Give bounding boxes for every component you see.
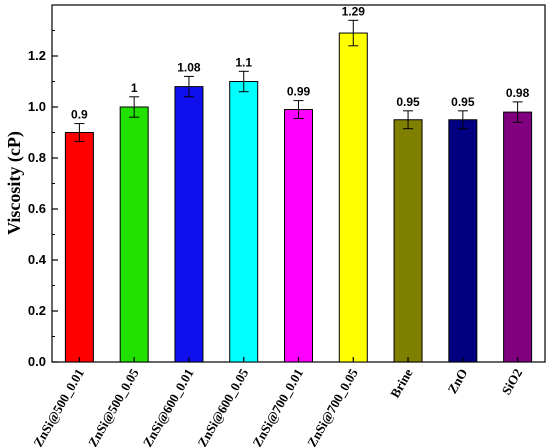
x-tick-label: ZnO <box>444 366 470 396</box>
data-label: 0.95 <box>451 95 475 109</box>
bar <box>338 32 368 363</box>
bar <box>119 106 149 363</box>
bar <box>393 119 423 363</box>
y-axis: 0.0 0.2 0.4 0.6 0.8 1.0 1.2 <box>28 30 58 369</box>
x-tick-label: SiO2 <box>498 366 525 397</box>
x-tick-label: ZnSi@600_0.05 <box>195 366 252 447</box>
x-tick-label: ZnSi@600_0.01 <box>140 366 197 447</box>
bar <box>448 119 478 363</box>
bar <box>229 81 259 363</box>
y-axis-title: Viscosity (cP) <box>4 131 25 235</box>
data-label: 1 <box>131 81 138 95</box>
x-tick-label: ZnSi@700_0.05 <box>304 366 361 447</box>
x-tick-label: ZnSi@700_0.01 <box>249 366 306 447</box>
y-tick-label: 0.2 <box>28 303 46 318</box>
bar <box>64 132 94 363</box>
x-tick-label: ZnSi@500_0.01 <box>30 366 87 447</box>
data-label: 0.98 <box>506 86 530 100</box>
bar <box>174 86 204 363</box>
data-label: 1.29 <box>342 4 366 18</box>
x-tick-label: Brine <box>387 366 416 401</box>
y-tick-label: 0.0 <box>28 354 46 369</box>
data-label: 1.08 <box>177 60 201 74</box>
y-tick-label: 0.4 <box>28 252 47 267</box>
y-tick-label: 1.0 <box>28 99 46 114</box>
bar <box>284 109 313 363</box>
y-tick-label: 0.8 <box>28 150 46 165</box>
x-tick-label: ZnSi@500_0.05 <box>85 366 142 447</box>
bars: 0.9 1 1.08 1.1 0.99 1.29 0.95 0.95 0.98 <box>64 4 533 363</box>
y-tick-label: 0.6 <box>28 201 46 216</box>
data-label: 0.95 <box>396 95 420 109</box>
bar <box>503 111 533 363</box>
data-label: 0.9 <box>71 108 88 122</box>
x-axis: ZnSi@500_0.01ZnSi@500_0.05ZnSi@600_0.01Z… <box>30 357 525 447</box>
data-label: 1.1 <box>235 55 252 69</box>
y-tick-label: 1.2 <box>28 48 46 63</box>
data-label: 0.99 <box>287 85 311 99</box>
